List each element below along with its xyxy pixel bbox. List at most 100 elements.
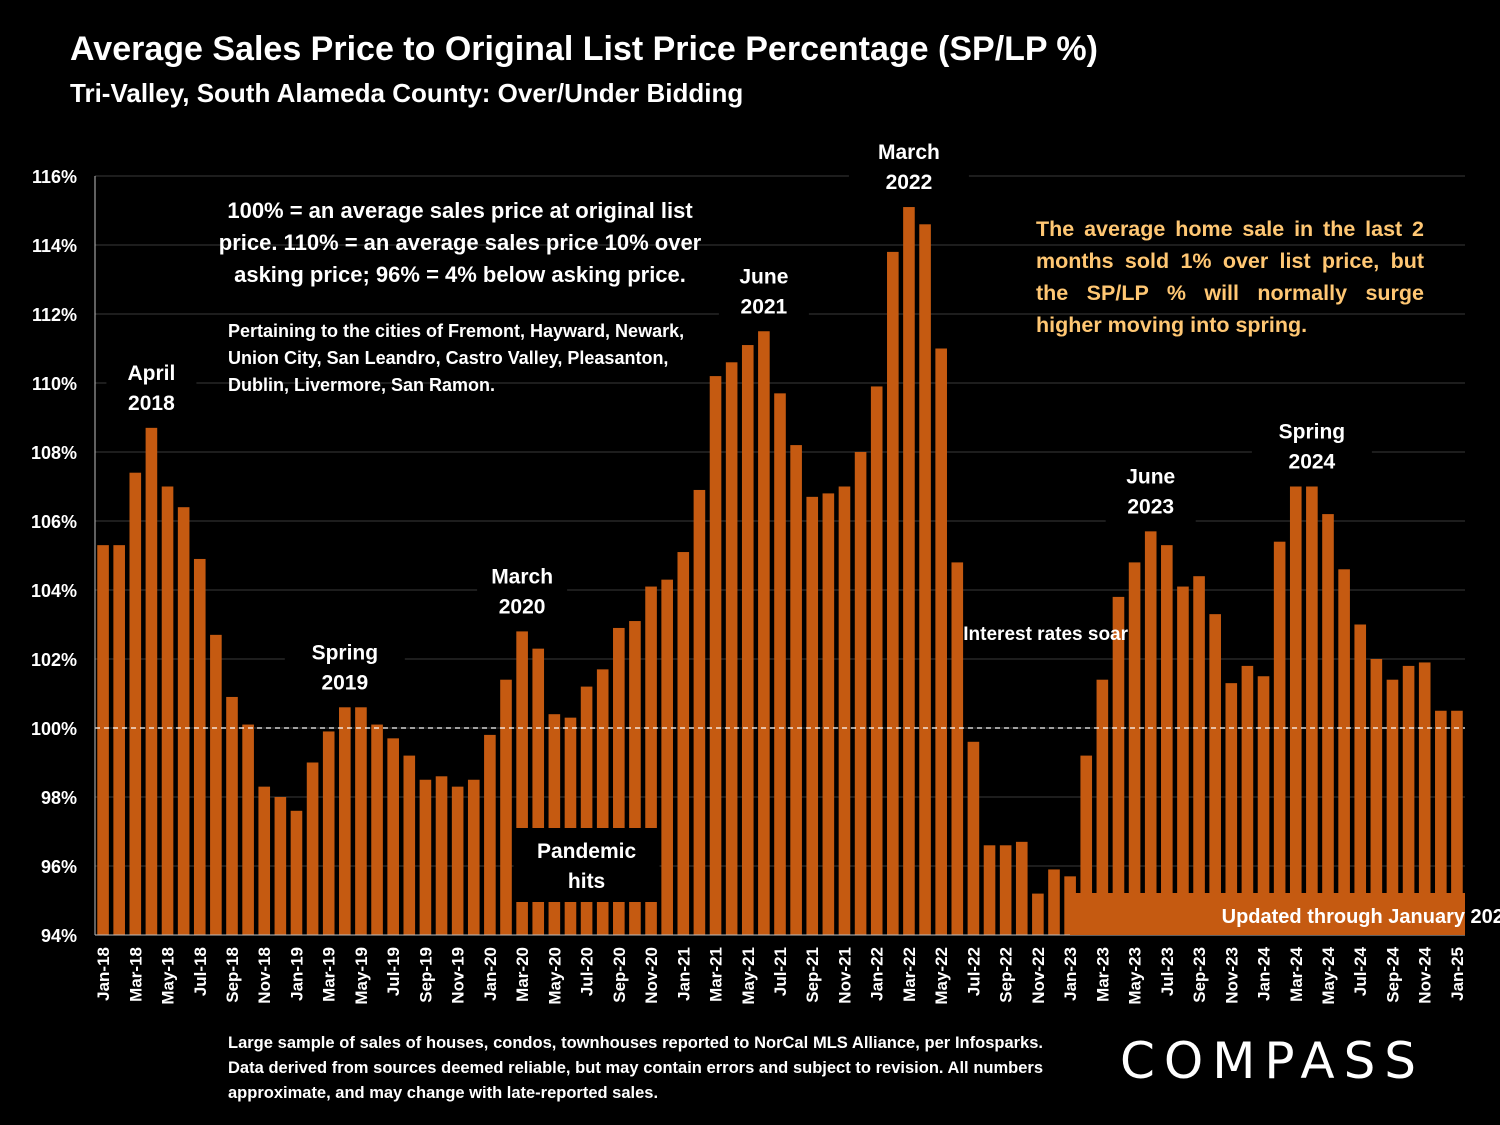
x-tick-label: Jul-24: [1351, 946, 1370, 996]
explanation-line-2: price. 110% = an average sales price 10%…: [218, 230, 702, 255]
y-tick-label: 98%: [41, 788, 77, 808]
bar-Nov-22: [1032, 893, 1044, 935]
bar-Oct-21: [822, 493, 835, 935]
chart-title: Average Sales Price to Original List Pri…: [70, 30, 1098, 68]
bar-Mar-24: [1289, 486, 1302, 935]
y-tick-label: 116%: [32, 167, 77, 187]
annotation-june-2021-background: [718, 255, 809, 324]
bar-Aug-22: [983, 845, 996, 935]
x-tick-label: Jul-21: [771, 947, 790, 996]
bar-Jan-24: [1257, 676, 1270, 935]
bar-Feb-20: [500, 679, 512, 935]
bar-Nov-23: [1225, 683, 1238, 935]
annotation-april-2018-line-1: April: [127, 362, 175, 385]
explanation-line-3: asking price; 96% = 4% below asking pric…: [234, 262, 686, 287]
x-tick-label: Nov-20: [642, 947, 661, 1004]
bar-Mar-23: [1096, 679, 1109, 935]
bar-Dec-23: [1241, 665, 1254, 935]
percentage-explanation-note: 100% = an average sales price at origina…: [175, 195, 745, 291]
bar-Jul-24: [1354, 624, 1367, 935]
x-tick-label: Jan-20: [481, 947, 500, 1001]
annotation-updated-background: [1070, 893, 1465, 935]
cities-note: Pertaining to the cities of Fremont, Hay…: [228, 321, 685, 395]
annotation-spring-2019-background: [284, 631, 405, 700]
annotation-pandemic-background: [513, 828, 660, 902]
bar-Nov-19: [451, 786, 464, 935]
bar-Apr-19: [339, 707, 351, 935]
bar-Aug-19: [403, 755, 416, 935]
annotation-spring-2024-background: [1251, 410, 1372, 479]
bar-Jul-19: [387, 738, 399, 935]
annotation-march-2020-line-2: 2020: [499, 595, 546, 618]
bar-Sep-19: [419, 779, 432, 935]
y-tick-label: 104%: [31, 581, 77, 601]
annotation-updated-through: Updated through January 2025: [1222, 906, 1500, 928]
bar-Sep-23: [1193, 576, 1205, 935]
annotation-april-2018-line-2: 2018: [128, 392, 175, 415]
bar-Dec-19: [467, 779, 480, 935]
bar-Jan-20: [484, 734, 496, 935]
bar-May-19: [355, 707, 367, 935]
y-tick-label: 96%: [41, 857, 77, 877]
annotation-spring-2024-line-2: 2024: [1289, 451, 1336, 474]
x-tick-label: Mar-23: [1093, 947, 1112, 1002]
bar-May-22: [935, 348, 947, 935]
bar-May-21: [741, 345, 754, 935]
bar-Aug-21: [790, 445, 802, 935]
bar-Jan-21: [677, 552, 690, 935]
bar-Jun-24: [1338, 569, 1350, 935]
compass-logo: COMPASS: [1120, 1032, 1426, 1090]
annotation-spring-2019-line-2: 2019: [321, 671, 368, 694]
bar-Sep-20: [613, 627, 625, 935]
explanation-line-1: 100% = an average sales price at origina…: [227, 198, 693, 223]
bar-Nov-24: [1418, 662, 1431, 935]
annotation-june-2021-line-2: 2021: [741, 295, 788, 318]
bar-Jun-19: [371, 724, 383, 935]
bar-Mar-22: [903, 207, 915, 936]
x-tick-label: May-20: [545, 947, 564, 1005]
annotation-june-2023-line-2: 2023: [1127, 495, 1174, 518]
bar-Dec-18: [274, 797, 287, 935]
bar-Sep-21: [806, 496, 819, 935]
bar-Feb-23: [1080, 755, 1093, 935]
annotation-pandemic-hits-line-2: hits: [568, 870, 605, 893]
bar-Dec-22: [1048, 869, 1060, 935]
bar-Oct-20: [629, 621, 641, 935]
annotation-june-2023-background: [1105, 455, 1196, 524]
y-tick-label: 110%: [32, 374, 77, 394]
x-tick-label: Nov-18: [255, 947, 274, 1004]
annotation-pandemic-hits-line-1: Pandemic: [537, 840, 637, 863]
bar-May-23: [1128, 562, 1141, 935]
bar-Sep-22: [999, 845, 1012, 935]
bar-May-24: [1322, 514, 1334, 935]
bar-Oct-22: [1015, 841, 1028, 935]
x-tick-label: Jan-21: [674, 947, 693, 1001]
bar-Feb-19: [306, 762, 319, 935]
bar-Aug-18: [210, 634, 222, 935]
bar-Nov-20: [645, 586, 657, 935]
annotation-march-2022-line-2: 2022: [886, 171, 933, 194]
x-tick-label: May-21: [739, 947, 758, 1005]
x-tick-label: Jan-23: [1061, 947, 1080, 1001]
x-tick-label: Mar-18: [126, 947, 145, 1002]
bar-Mar-19: [322, 731, 335, 935]
bar-Aug-23: [1177, 586, 1189, 935]
x-tick-label: Sep-23: [1190, 947, 1209, 1003]
bar-Apr-21: [725, 362, 738, 935]
bar-Mar-18: [129, 472, 142, 935]
recent-sales-note: The average home sale in the last 2 mont…: [1036, 217, 1424, 337]
y-tick-label: 94%: [41, 926, 77, 946]
bar-Apr-24: [1306, 486, 1318, 935]
x-tick-label: Nov-22: [1029, 947, 1048, 1004]
bar-Mar-21: [709, 376, 722, 936]
x-tick-label: Mar-24: [1287, 946, 1306, 1001]
x-tick-label: Sep-18: [223, 947, 242, 1003]
annotation-june-2023-line-1: June: [1126, 465, 1175, 488]
bar-Jun-21: [758, 331, 770, 935]
y-tick-label: 108%: [31, 443, 77, 463]
bar-Jun-20: [564, 717, 577, 935]
x-tick-label: Jul-22: [964, 947, 983, 996]
y-tick-label: 106%: [31, 512, 77, 532]
x-tick-label: Sep-21: [803, 947, 822, 1003]
